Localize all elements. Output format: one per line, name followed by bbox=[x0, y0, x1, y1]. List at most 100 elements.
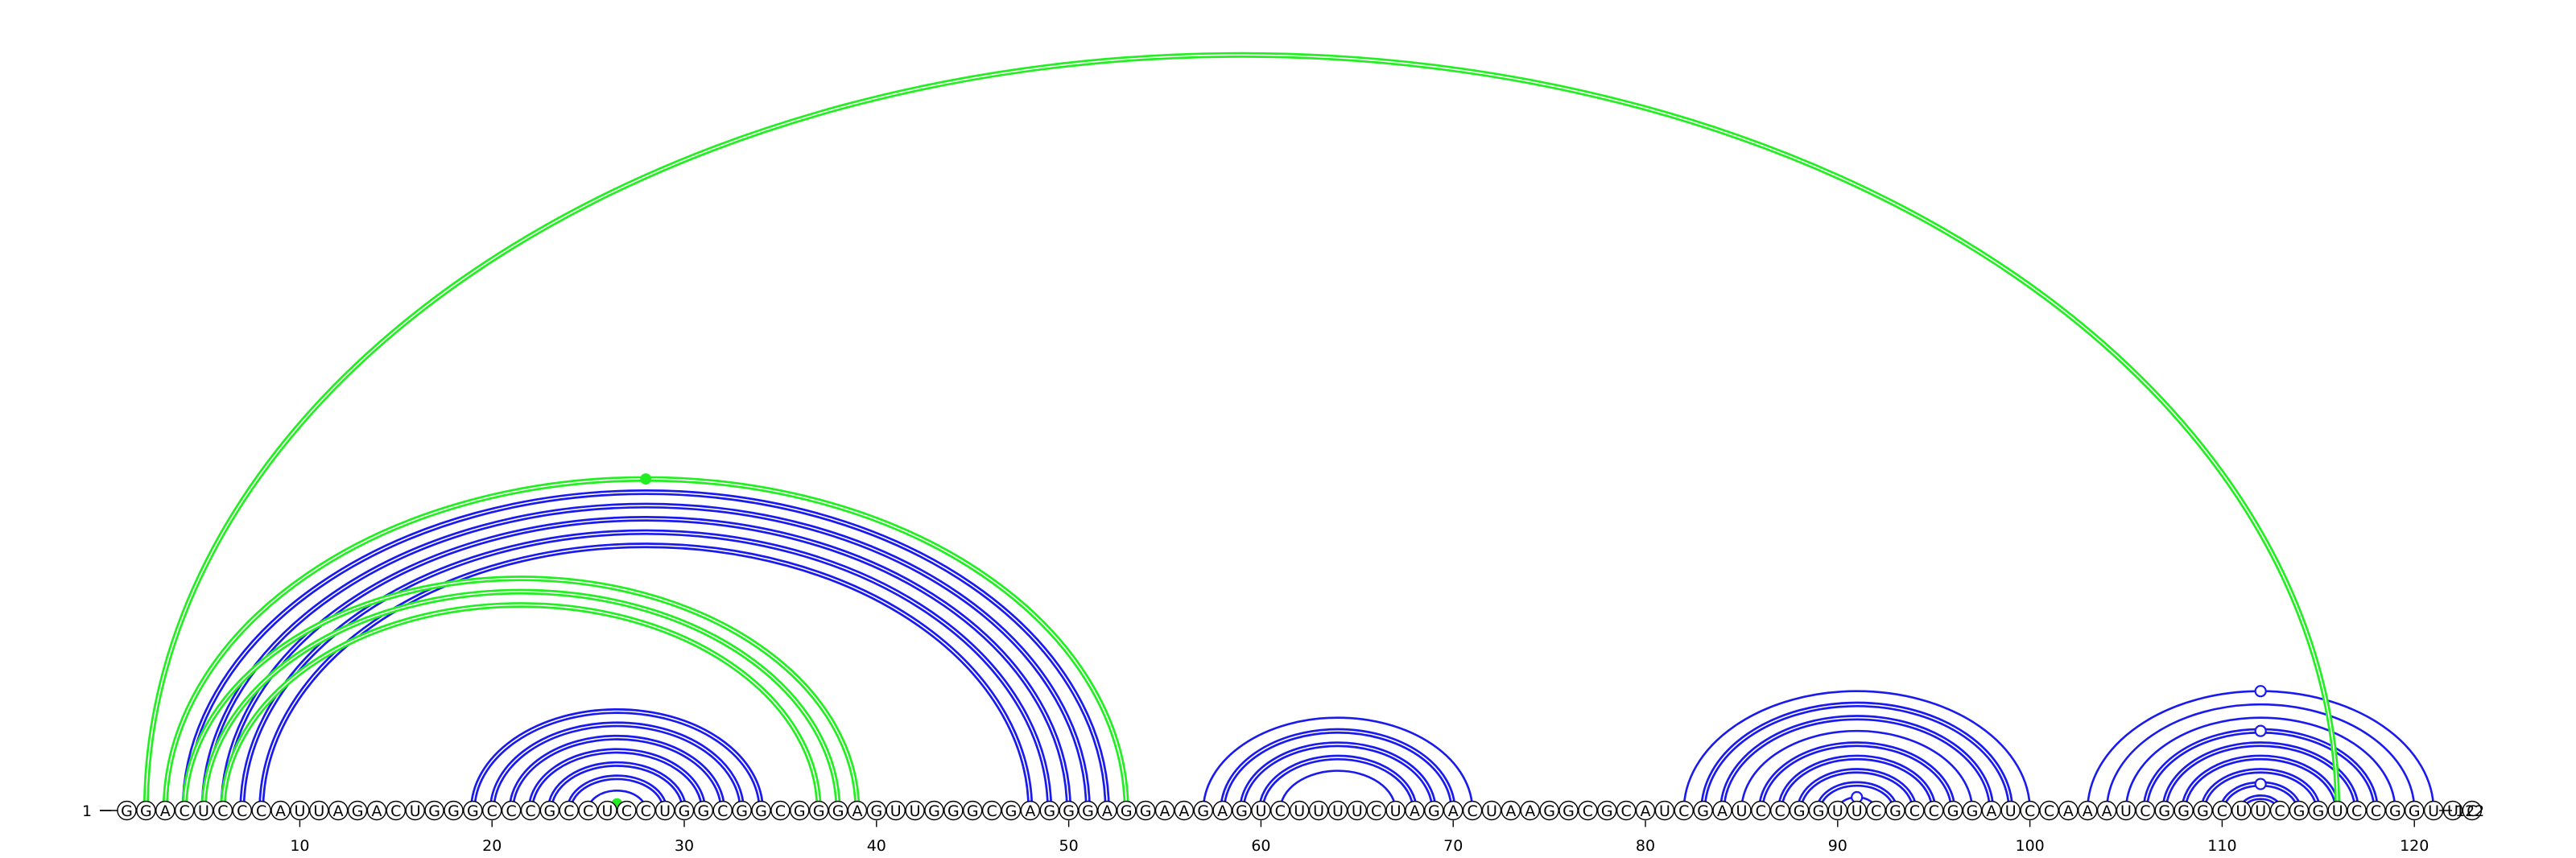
nucleotide-letter: U bbox=[2332, 802, 2343, 820]
nucleotide-letter: G bbox=[1543, 802, 1555, 820]
nucleotide-108: G bbox=[2174, 800, 2194, 821]
nucleotide-letter: G bbox=[1813, 802, 1825, 820]
nucleotide-114: G bbox=[2289, 800, 2310, 821]
nucleotide-letter: G bbox=[2197, 802, 2209, 820]
nucleotide-circle bbox=[2039, 800, 2059, 821]
blue-arc-inner-21-32 bbox=[510, 736, 724, 811]
nucleotide-letter: G bbox=[1082, 802, 1094, 820]
tick-label-20: 20 bbox=[482, 837, 502, 855]
nucleotide-29: U bbox=[654, 800, 675, 821]
nucleotide-letter: A bbox=[1102, 802, 1113, 820]
nucleotide-76: G bbox=[1558, 800, 1579, 821]
tick-label-120: 120 bbox=[2400, 837, 2429, 855]
nucleotide-20: C bbox=[482, 800, 502, 821]
nucleotide-121: U bbox=[2423, 800, 2444, 821]
nucleotide-37: G bbox=[808, 800, 829, 821]
blue-arc-inner-24-29 bbox=[568, 777, 666, 811]
nucleotide-letter: U bbox=[2255, 802, 2266, 820]
nucleotide-letter: G bbox=[1140, 802, 1152, 820]
nucleotide-letter: C bbox=[1756, 802, 1766, 820]
nucleotide-circle bbox=[2096, 800, 2117, 821]
nucleotide-circle bbox=[2000, 800, 2021, 821]
nucleotide-letter: U bbox=[1313, 802, 1324, 820]
nucleotide-48: A bbox=[1020, 800, 1041, 821]
nucleotide-60: U bbox=[1251, 800, 1271, 821]
nucleotide-113: C bbox=[2269, 800, 2290, 821]
nucleotide-letter: C bbox=[1275, 802, 1286, 820]
tick-label-110: 110 bbox=[2207, 837, 2236, 855]
nucleotide-circle bbox=[1808, 800, 1829, 821]
nucleotide-circle bbox=[1885, 800, 1905, 821]
nucleotide-circle bbox=[1327, 800, 1348, 821]
nucleotide-letter: C bbox=[621, 802, 632, 820]
nucleotide-circle bbox=[270, 800, 291, 821]
nucleotide-letter: C bbox=[1678, 802, 1689, 820]
nucleotide-11: U bbox=[309, 800, 329, 821]
nucleotide-circle bbox=[309, 800, 329, 821]
blue-arc-105-119 bbox=[2124, 716, 2396, 811]
nucleotide-letter: C bbox=[217, 802, 228, 820]
nucleotide-67: U bbox=[1385, 800, 1406, 821]
nucleotide-circle bbox=[905, 800, 925, 821]
nucleotide-letter: A bbox=[2102, 802, 2112, 820]
nucleotide-circle bbox=[1078, 800, 1098, 821]
nucleotide-circle bbox=[1789, 800, 1810, 821]
nucleotide-letter: U bbox=[1294, 802, 1305, 820]
nucleotide-letter: G bbox=[870, 802, 882, 820]
nucleotide-letter: C bbox=[506, 802, 516, 820]
nucleotide-circle bbox=[790, 800, 810, 821]
nucleotide-circle bbox=[136, 800, 156, 821]
nucleotide-letter: C bbox=[1620, 802, 1631, 820]
nucleotide-19: G bbox=[463, 800, 483, 821]
nucleotide-58: A bbox=[1212, 800, 1232, 821]
markers-layer bbox=[611, 473, 2267, 810]
nucleotide-letter: U bbox=[313, 802, 324, 820]
nucleotide-circle bbox=[2289, 800, 2310, 821]
nucleotide-27: C bbox=[617, 800, 637, 821]
nucleotide-circle bbox=[1308, 800, 1329, 821]
nucleotide-68: A bbox=[1405, 800, 1425, 821]
nucleotide-91: U bbox=[1847, 800, 1867, 821]
tick-label-70: 70 bbox=[1443, 837, 1463, 855]
nucleotide-circle bbox=[886, 800, 906, 821]
nucleotide-circle bbox=[2020, 800, 2040, 821]
blue-arc-inner-23-30 bbox=[549, 763, 685, 811]
nucleotide-circle bbox=[1981, 800, 2002, 821]
nucleotide-letter: G bbox=[755, 802, 767, 820]
nucleotide-circle bbox=[482, 800, 502, 821]
nucleotide-89: G bbox=[1808, 800, 1829, 821]
nucleotide-circle bbox=[1212, 800, 1232, 821]
nucleotide-letter: G bbox=[1889, 802, 1901, 820]
nucleotide-69: G bbox=[1424, 800, 1444, 821]
nucleotide-46: C bbox=[981, 800, 1002, 821]
nucleotide-letter: A bbox=[1717, 802, 1728, 820]
nucleotide-78: G bbox=[1597, 800, 1617, 821]
blue-arc-inner-108-116 bbox=[2182, 757, 2339, 811]
nucleotide-letter: C bbox=[256, 802, 266, 820]
nucleotide-letter: A bbox=[1217, 802, 1228, 820]
nucleotide-letter: U bbox=[294, 802, 305, 820]
nucleotide-letter: G bbox=[1197, 802, 1209, 820]
nucleotide-107: G bbox=[2154, 800, 2174, 821]
nucleotide-97: G bbox=[1962, 800, 1983, 821]
nucleotide-circle bbox=[232, 800, 252, 821]
blue-arc-57-71 bbox=[1202, 716, 1474, 811]
nucleotide-circle bbox=[2135, 800, 2156, 821]
nucleotide-123: C bbox=[2462, 800, 2483, 821]
nucleotide-letter: U bbox=[1332, 802, 1344, 820]
nucleotide-letter: A bbox=[1641, 802, 1651, 820]
nucleotide-circle bbox=[1347, 800, 1368, 821]
start-label: 1 bbox=[82, 802, 92, 820]
blue-arc-inner-8-48 bbox=[260, 544, 1031, 811]
nucleotide-circle bbox=[1539, 800, 1559, 821]
nucleotide-letter: A bbox=[1410, 802, 1420, 820]
nucleotide-letter: C bbox=[2371, 802, 2381, 820]
nucleotide-circle bbox=[1174, 800, 1195, 821]
nucleotide-letter: G bbox=[1121, 802, 1133, 820]
nucleotide-letter: C bbox=[564, 802, 574, 820]
nucleotide-letter: C bbox=[1929, 802, 1939, 820]
nucleotide-circle bbox=[732, 800, 752, 821]
nucleotide-letter: G bbox=[543, 802, 555, 820]
nucleotide-circle bbox=[559, 800, 579, 821]
